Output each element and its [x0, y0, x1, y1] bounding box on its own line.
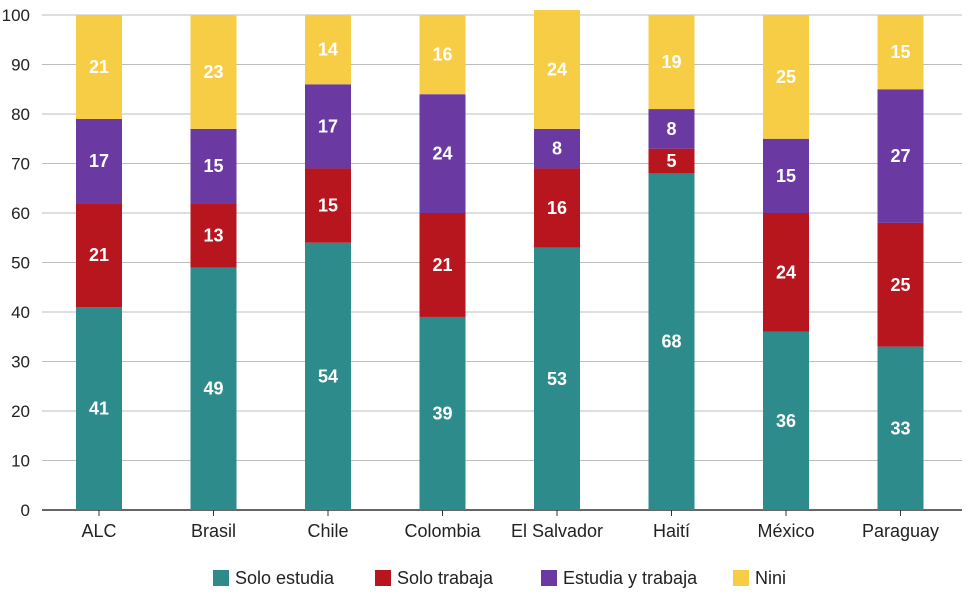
bars: 41 21 17 21 49 13 15 23 54 15 17 14 39 21 24 16 53 16 8 24 6… [76, 10, 924, 510]
data-label: 41 [89, 399, 109, 419]
legend-swatch [213, 570, 229, 586]
legend-swatch [733, 570, 749, 586]
data-label: 25 [776, 67, 796, 87]
data-label: 21 [432, 255, 452, 275]
y-axis: 0 10 20 30 40 50 60 70 80 90 100 [2, 6, 30, 520]
bar-segment [305, 84, 351, 169]
bar-segment [76, 203, 122, 308]
x-tick-label: México [757, 521, 814, 541]
data-label: 25 [890, 275, 910, 295]
y-tick-label: 70 [11, 155, 30, 174]
data-label: 24 [547, 59, 567, 79]
x-tick-label: Chile [307, 521, 348, 541]
bar-segment [648, 15, 695, 110]
x-tick-label: Colombia [404, 521, 481, 541]
legend: Solo estudia Solo trabaja Estudia y trabaj… [213, 568, 786, 588]
data-label: 33 [890, 418, 910, 438]
bar-segment [648, 148, 695, 174]
y-tick-label: 0 [21, 501, 30, 520]
y-tick-label: 80 [11, 105, 30, 124]
data-label: 17 [318, 116, 338, 136]
data-label: 24 [432, 144, 452, 164]
bar-segment [763, 138, 809, 213]
y-tick-label: 90 [11, 56, 30, 75]
x-tick-label: El Salvador [511, 521, 603, 541]
data-label: 24 [776, 262, 796, 282]
data-label: 54 [318, 366, 338, 386]
data-label: 15 [776, 166, 796, 186]
bar-segment [877, 15, 924, 90]
data-label: 39 [432, 403, 452, 423]
bar-segment [76, 15, 122, 119]
bar-segment [190, 203, 237, 268]
legend-label: Nini [755, 568, 786, 588]
data-label: 8 [666, 119, 676, 139]
y-tick-label: 60 [11, 204, 30, 223]
legend-swatch [375, 570, 391, 586]
data-label: 21 [89, 57, 109, 77]
data-label: 8 [552, 139, 562, 159]
data-label: 49 [203, 379, 223, 399]
legend-swatch [541, 570, 557, 586]
data-label: 53 [547, 369, 567, 389]
data-label: 27 [890, 146, 910, 166]
bar-segment [419, 213, 466, 317]
data-label: 17 [89, 151, 109, 171]
data-label: 13 [203, 225, 223, 245]
bar-segment [763, 213, 809, 332]
bar-segment [419, 316, 466, 510]
bar-segment [648, 173, 695, 510]
bar-segment [877, 222, 924, 347]
data-label: 16 [547, 198, 567, 218]
bar-segment [305, 168, 351, 243]
legend-label: Solo trabaja [397, 568, 494, 588]
x-axis: ALC Brasil Chile Colombia El Salvador Haití Mé… [81, 510, 939, 541]
x-tick-label: Haití [653, 521, 690, 541]
legend-label: Estudia y trabaja [563, 568, 698, 588]
data-label: 36 [776, 411, 796, 431]
bar-segment [305, 15, 351, 85]
data-label: 14 [318, 40, 338, 60]
data-label: 5 [666, 151, 676, 171]
data-label: 16 [432, 45, 452, 65]
bar-segment [305, 242, 351, 510]
bar-segment [190, 267, 237, 510]
bar-segment [763, 331, 809, 510]
bar-segment [534, 128, 580, 169]
x-tick-label: Brasil [191, 521, 236, 541]
bar-segment [534, 10, 580, 129]
y-tick-label: 40 [11, 303, 30, 322]
y-tick-label: 30 [11, 353, 30, 372]
x-tick-label: Paraguay [862, 521, 939, 541]
bar-segment [190, 15, 237, 129]
bar-segment [76, 307, 122, 510]
data-label: 15 [318, 196, 338, 216]
bar-segment [763, 15, 809, 139]
data-label: 19 [661, 52, 681, 72]
y-tick-label: 100 [2, 6, 30, 25]
data-label: 15 [890, 42, 910, 62]
y-tick-label: 20 [11, 402, 30, 421]
gridlines [42, 14, 962, 511]
bar-segment [648, 109, 695, 149]
data-label: 15 [203, 156, 223, 176]
data-label: 21 [89, 245, 109, 265]
bar-segment [419, 15, 466, 95]
bar-segment [877, 89, 924, 223]
bar-segment [76, 118, 122, 204]
bar-segment [419, 94, 466, 213]
x-tick-label: ALC [81, 521, 116, 541]
y-tick-label: 50 [11, 254, 30, 273]
data-label: 23 [203, 62, 223, 82]
bar-segment [534, 168, 580, 248]
y-tick-label: 10 [11, 452, 30, 471]
bar-segment [877, 346, 924, 510]
data-label: 68 [661, 332, 681, 352]
legend-label: Solo estudia [235, 568, 335, 588]
bar-segment [534, 247, 580, 510]
bar-segment [190, 128, 237, 204]
